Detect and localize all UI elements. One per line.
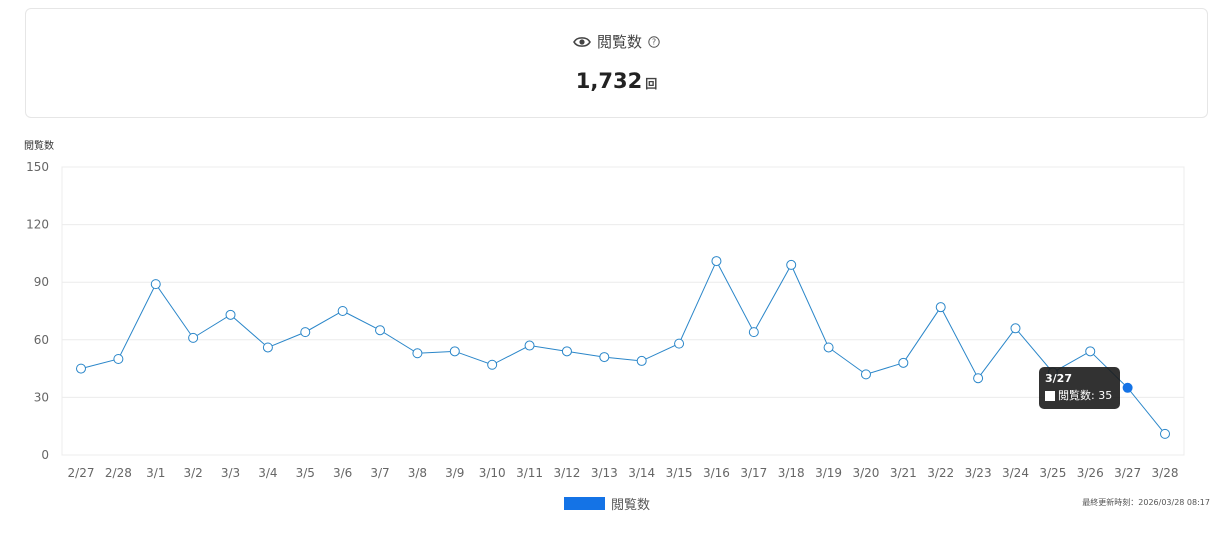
x-tick-label: 3/27 (1114, 466, 1141, 480)
x-tick-label: 3/20 (852, 466, 879, 480)
legend-swatch (564, 497, 605, 510)
x-tick-label: 3/2 (183, 466, 202, 480)
x-tick-label: 3/24 (1002, 466, 1029, 480)
data-point (674, 338, 685, 349)
tooltip-swatch (1045, 391, 1055, 401)
data-point (711, 256, 722, 267)
data-point (524, 340, 535, 351)
x-tick-label: 3/21 (890, 466, 917, 480)
tooltip-title: 3/27 (1045, 372, 1072, 385)
data-point (599, 352, 610, 363)
data-point (412, 348, 423, 359)
x-tick-label: 2/27 (68, 466, 95, 480)
tooltip-label: 閲覧数: 35 (1058, 389, 1113, 402)
chart-tooltip: 3/27 閲覧数: 35 (1039, 367, 1120, 409)
summary-value-row: 1,732 回 (26, 69, 1207, 93)
data-point (1085, 346, 1096, 357)
x-tick-label: 3/17 (740, 466, 767, 480)
data-point (113, 354, 124, 364)
x-tick-label: 3/4 (258, 466, 277, 480)
data-point (76, 363, 86, 374)
data-point (935, 302, 946, 313)
x-tick-label: 3/1 (146, 466, 165, 480)
y-tick-label: 30 (34, 390, 49, 404)
y-axis-title: 閲覧数 (24, 141, 54, 152)
x-tick-label: 3/28 (1152, 466, 1179, 480)
summary-title-row: 閲覧数 ? (26, 31, 1207, 52)
x-tick-label: 3/12 (553, 466, 580, 480)
data-point (748, 327, 759, 338)
data-point (449, 346, 460, 357)
x-tick-label: 3/22 (927, 466, 954, 480)
x-tick-label: 3/11 (516, 466, 543, 480)
data-point (225, 309, 236, 320)
data-point (898, 357, 909, 368)
last-updated: 最終更新時刻：2026/03/28 08:17 (1082, 498, 1210, 507)
question-circle-icon[interactable]: ? (648, 35, 660, 48)
eye-icon (573, 36, 591, 48)
x-tick-label: 3/8 (408, 466, 427, 480)
x-tick-label: 3/18 (778, 466, 805, 480)
data-point (375, 325, 386, 336)
data-point (262, 342, 273, 353)
summary-value: 1,732 (575, 69, 643, 93)
data-point (636, 355, 647, 366)
x-tick-label: 3/7 (370, 466, 389, 480)
x-tick-label: 3/23 (965, 466, 992, 480)
data-point (300, 327, 311, 338)
data-point (150, 279, 161, 290)
x-tick-label: 3/6 (333, 466, 352, 480)
data-point (1010, 323, 1021, 334)
data-point (487, 359, 498, 370)
data-point (973, 373, 984, 384)
y-tick-label: 90 (34, 275, 49, 289)
x-tick-label: 3/19 (815, 466, 842, 480)
y-tick-label: 60 (34, 333, 49, 347)
y-tick-label: 150 (26, 160, 49, 174)
svg-text:?: ? (652, 37, 656, 46)
series-line (80, 259, 1166, 435)
line-chart: 0 30 60 90 120 150 2/27 2/28 3/1 3/2 3/3 3/4 3/5 3/6 3… (26, 160, 1185, 480)
legend-label: 閲覧数 (611, 498, 651, 513)
data-point (786, 259, 797, 270)
x-tick-label: 3/15 (666, 466, 693, 480)
x-tick-label: 2/28 (105, 466, 132, 480)
x-tick-label: 3/13 (591, 466, 618, 480)
x-tick-label: 3/14 (628, 466, 655, 480)
data-point (860, 369, 871, 380)
summary-title: 閲覧数 (596, 33, 642, 51)
y-tick-label: 120 (26, 218, 49, 232)
x-tick-label: 3/9 (445, 466, 464, 480)
x-tick-label: 3/25 (1039, 466, 1066, 480)
data-point (823, 342, 834, 353)
data-point (1160, 428, 1170, 439)
y-tick-label: 0 (41, 448, 49, 462)
x-tick-label: 3/10 (479, 466, 506, 480)
tooltip-row: 閲覧数: 35 (1045, 388, 1114, 404)
data-point (561, 346, 572, 357)
x-tick-label: 3/5 (296, 466, 315, 480)
data-point-highlighted (1122, 382, 1133, 393)
x-tick-label: 3/26 (1077, 466, 1104, 480)
legend[interactable]: 閲覧数 (564, 494, 650, 513)
summary-card: 閲覧数 ? 1,732 回 (25, 8, 1208, 118)
x-tick-label: 3/16 (703, 466, 730, 480)
data-point (188, 332, 199, 343)
x-tick-label: 3/3 (221, 466, 240, 480)
summary-unit: 回 (645, 77, 658, 91)
data-point (337, 306, 348, 316)
